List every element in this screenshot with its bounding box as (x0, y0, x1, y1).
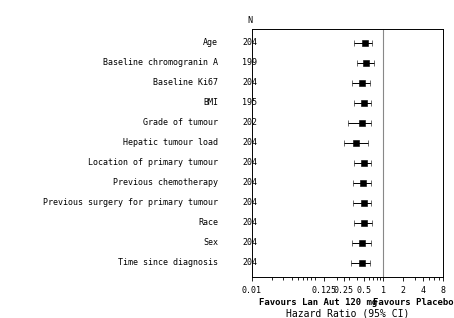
Text: Age: Age (203, 38, 218, 47)
Text: 204: 204 (242, 238, 257, 247)
Text: 204: 204 (242, 198, 257, 207)
Text: BMI: BMI (203, 98, 218, 107)
Text: Location of primary tumour: Location of primary tumour (88, 158, 218, 167)
Text: 204: 204 (242, 158, 257, 167)
Text: 204: 204 (242, 138, 257, 147)
Text: Race: Race (198, 218, 218, 227)
Text: 195: 195 (242, 98, 257, 107)
Text: 204: 204 (242, 218, 257, 227)
Text: Sex: Sex (203, 238, 218, 247)
X-axis label: Hazard Ratio (95% CI): Hazard Ratio (95% CI) (286, 308, 409, 318)
Text: Time since diagnosis: Time since diagnosis (118, 258, 218, 267)
Text: Favours Lan Aut 120 mg: Favours Lan Aut 120 mg (258, 298, 377, 307)
Text: 204: 204 (242, 38, 257, 47)
Text: N: N (247, 17, 252, 25)
Text: 204: 204 (242, 178, 257, 187)
Text: Favours Placebo: Favours Placebo (373, 298, 453, 307)
Text: 202: 202 (242, 118, 257, 127)
Text: Grade of tumour: Grade of tumour (143, 118, 218, 127)
Text: Baseline Ki67: Baseline Ki67 (153, 78, 218, 87)
Text: Baseline chromogranin A: Baseline chromogranin A (103, 58, 218, 67)
Text: 204: 204 (242, 78, 257, 87)
Text: Previous surgery for primary tumour: Previous surgery for primary tumour (43, 198, 218, 207)
Text: Hepatic tumour load: Hepatic tumour load (123, 138, 218, 147)
Text: Previous chemotherapy: Previous chemotherapy (113, 178, 218, 187)
Text: 199: 199 (242, 58, 257, 67)
Text: 204: 204 (242, 258, 257, 267)
